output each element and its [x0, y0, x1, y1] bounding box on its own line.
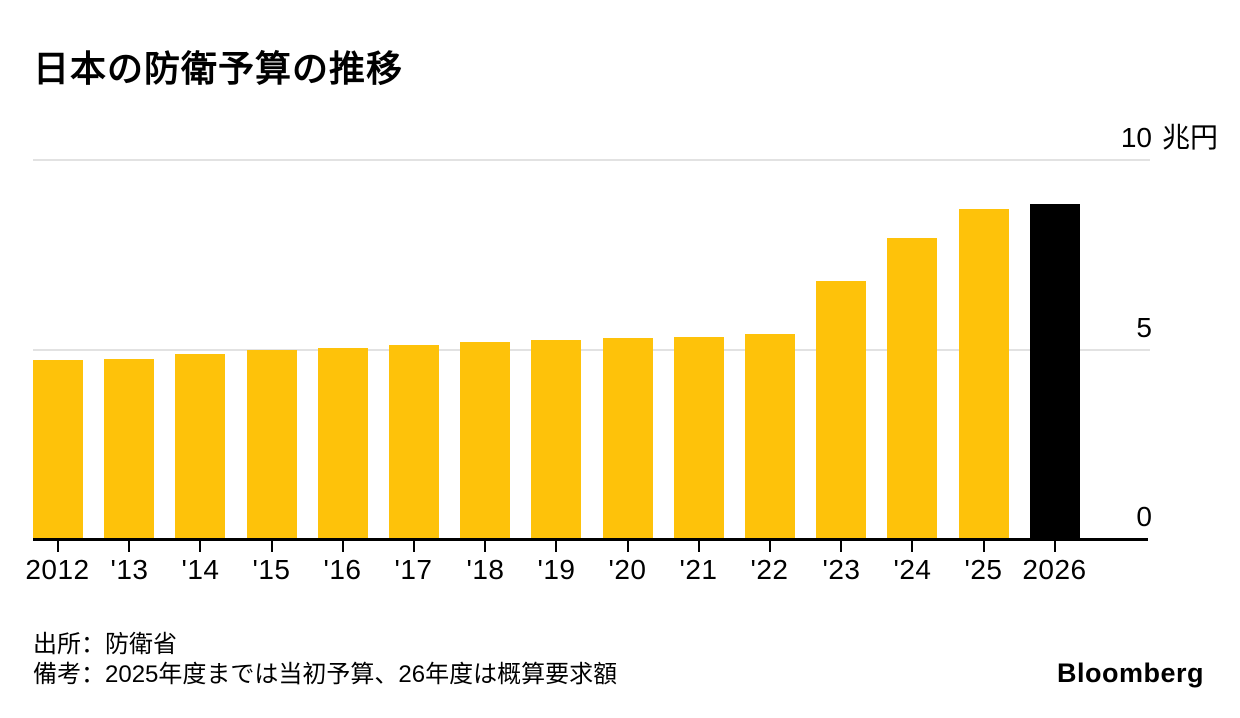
x-axis-label: '25 [964, 554, 1003, 585]
bar [603, 338, 653, 539]
bar [745, 334, 795, 539]
x-axis-label: '22 [750, 554, 789, 585]
x-axis-label: '15 [252, 554, 291, 585]
x-axis-label: '19 [537, 554, 576, 585]
x-axis-tick [911, 541, 913, 552]
x-axis-tick [484, 541, 486, 552]
bar [531, 340, 581, 539]
x-axis-tick [1054, 541, 1056, 552]
y-axis-tick-label: 5 [1136, 312, 1152, 343]
remarks-note: 備考：2025年度までは当初予算、26年度は概算要求額 [33, 661, 618, 688]
bar [389, 345, 439, 539]
x-axis-tick [555, 541, 557, 552]
bar [816, 281, 866, 539]
gridline [33, 159, 1150, 161]
x-axis-tick [983, 541, 985, 552]
x-axis-label: '20 [608, 554, 647, 585]
x-axis-label: '13 [110, 554, 149, 585]
x-axis-label: '24 [893, 554, 932, 585]
x-axis-baseline [33, 538, 1148, 541]
x-axis-tick [769, 541, 771, 552]
bar [887, 238, 937, 539]
y-axis-tick-label: 0 [1136, 501, 1152, 532]
y-axis-unit-label: 兆円 [1162, 122, 1219, 153]
x-axis-tick [128, 541, 130, 552]
source-note: 出所：防衛省 [33, 631, 177, 658]
x-axis-tick [413, 541, 415, 552]
x-axis-label: '21 [679, 554, 718, 585]
x-axis-label: '16 [323, 554, 362, 585]
bar [674, 337, 724, 539]
y-axis-tick-label: 10 [1120, 122, 1152, 153]
x-axis-label: '17 [394, 554, 433, 585]
x-axis-tick [199, 541, 201, 552]
bar [1030, 204, 1080, 539]
x-axis-label: '14 [181, 554, 220, 585]
chart-title: 日本の防衛予算の推移 [33, 48, 404, 89]
x-axis-tick [840, 541, 842, 552]
chart-footnotes: 出所：防衛省 備考：2025年度までは当初予算、26年度は概算要求額 [33, 630, 617, 690]
x-axis-label: 2026 [1022, 554, 1087, 585]
bar [247, 350, 297, 539]
bar [104, 359, 154, 539]
bar [33, 360, 83, 539]
x-axis-label: 2012 [25, 554, 90, 585]
x-axis-label: '23 [822, 554, 861, 585]
x-axis-tick [342, 541, 344, 552]
bar [959, 209, 1009, 539]
gridline [33, 349, 1150, 351]
bar [318, 348, 368, 539]
bloomberg-logo: Bloomberg [1056, 658, 1204, 688]
x-axis-tick [698, 541, 700, 552]
bar [175, 354, 225, 539]
x-axis-tick [627, 541, 629, 552]
x-axis-tick [57, 541, 59, 552]
x-axis-label: '18 [466, 554, 505, 585]
x-axis-tick [271, 541, 273, 552]
bar [460, 342, 510, 539]
